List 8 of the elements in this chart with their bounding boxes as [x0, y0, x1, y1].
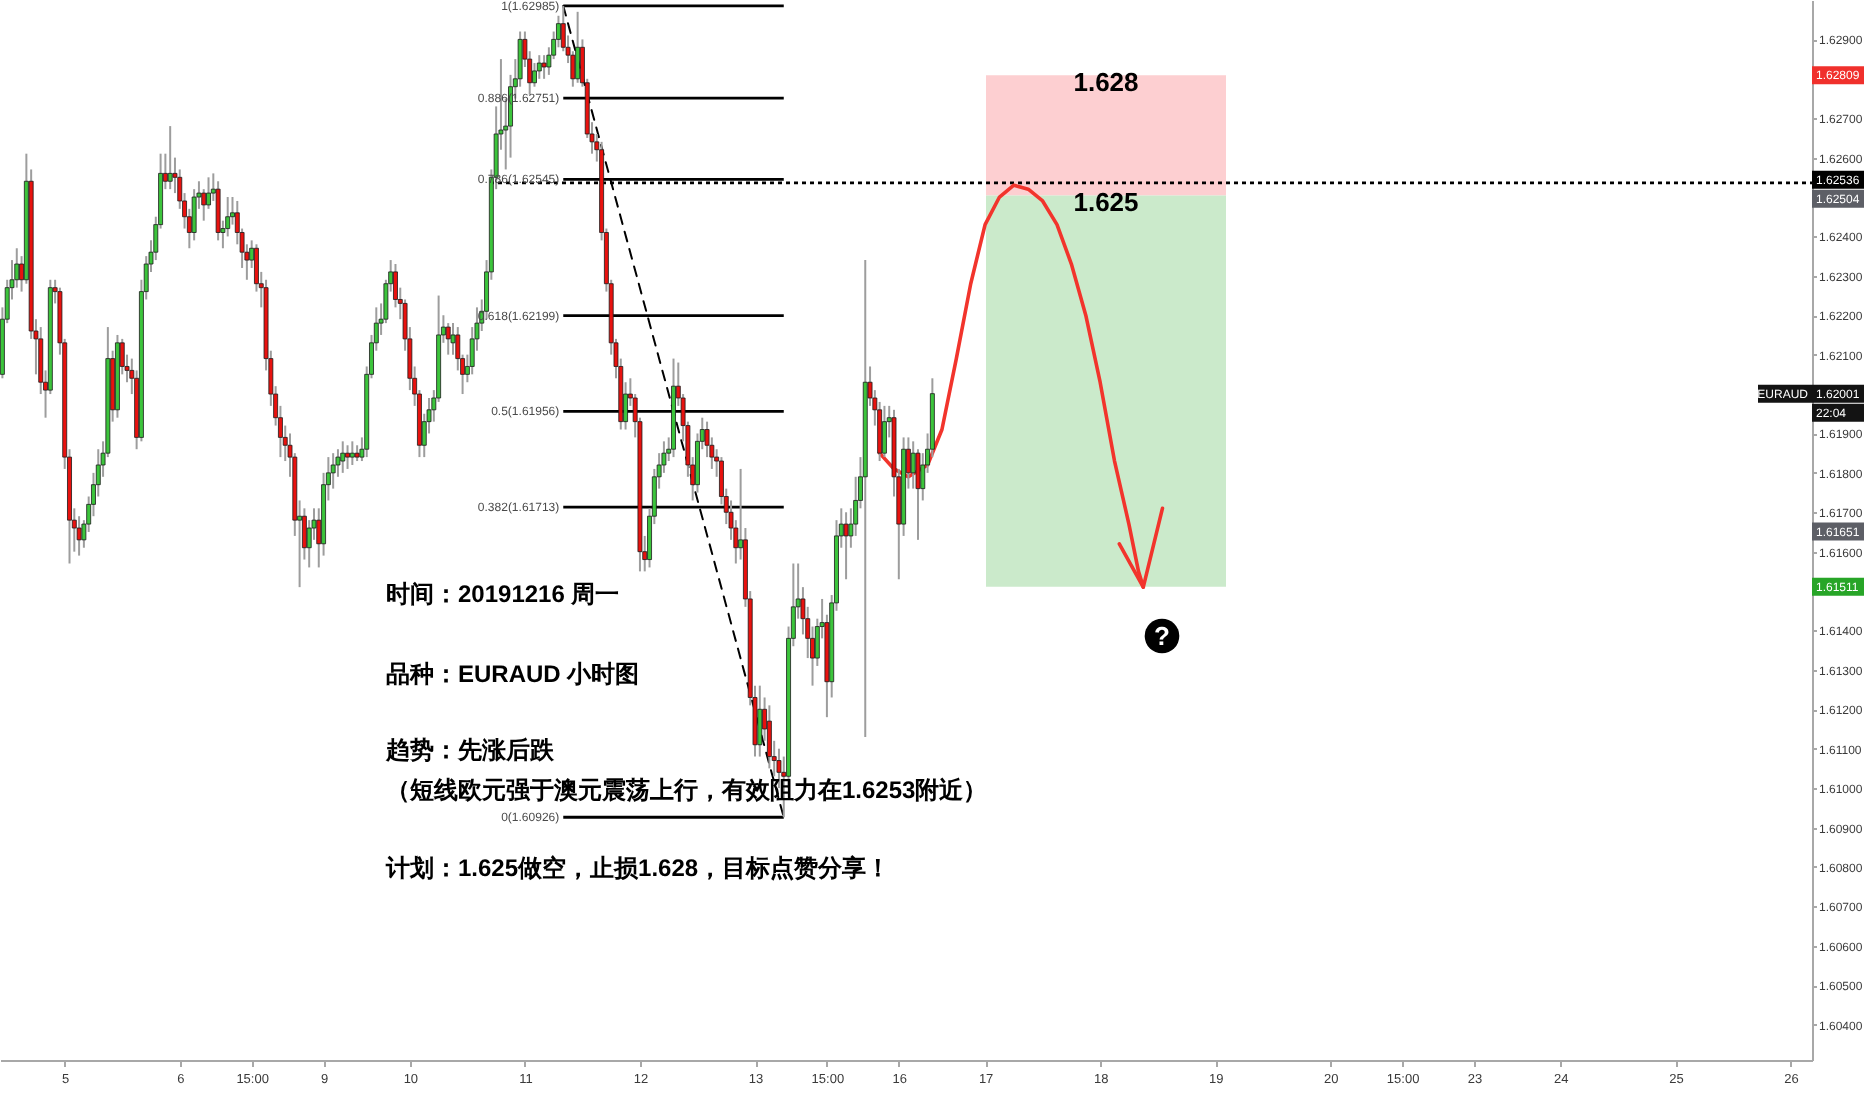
annotation: （短线欧元强于澳元震荡上行，有效阻力在1.6253附近）	[386, 776, 988, 804]
annotation: 品种：EURAUD 小时图	[386, 660, 640, 688]
annotation: 趋势：先涨后跌	[384, 736, 556, 764]
annotation: ?	[1154, 621, 1171, 651]
band-label: 1.625	[1073, 187, 1139, 218]
band-label: 1.628	[1073, 67, 1139, 98]
annotation: 计划：1.625做空，止损1.628，目标点赞分享！	[384, 854, 891, 882]
annotation: 时间：20191216 周一	[386, 580, 620, 608]
